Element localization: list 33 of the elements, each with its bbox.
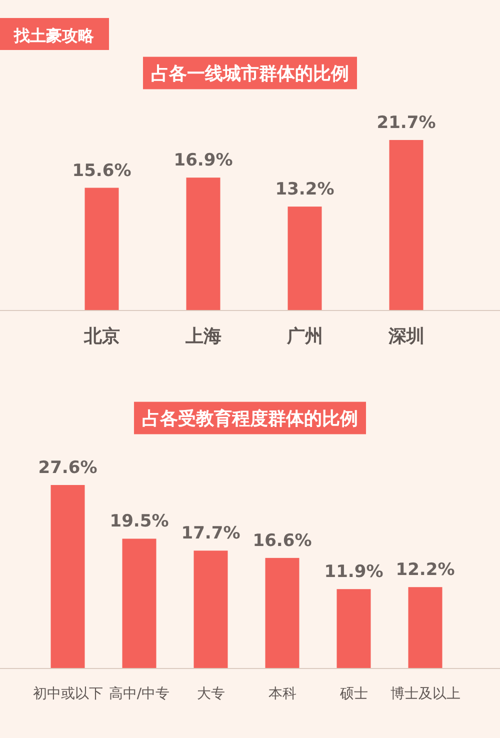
x-tick-label: 北京: [82, 326, 120, 347]
x-tick-label: 本科: [268, 686, 296, 702]
text: 找土豪攻略: [13, 26, 95, 45]
x-tick-label: 大专: [196, 686, 225, 702]
bar: [186, 178, 220, 310]
x-tick-label: 博士及以上: [390, 686, 460, 702]
bar: [194, 550, 228, 668]
chart-title: 占各一线城市群体的比例: [151, 63, 349, 84]
x-tick-label: 初中或以下: [32, 686, 103, 702]
data-label: 16.9%: [174, 150, 233, 171]
data-label: 12.2%: [396, 560, 455, 580]
x-tick-label: 深圳: [387, 326, 424, 347]
data-label: 27.6%: [38, 458, 98, 478]
x-tick-label: 上海: [184, 326, 222, 347]
data-label: 16.6%: [252, 530, 312, 551]
data-label: 19.5%: [110, 512, 169, 532]
bar: [50, 485, 85, 668]
bar: [84, 188, 119, 310]
bar: [336, 589, 371, 668]
x-tick-label: 高中/中专: [108, 686, 170, 702]
data-label: 21.7%: [376, 113, 436, 133]
data-label: 13.2%: [275, 180, 334, 200]
bar: [389, 140, 424, 310]
bar: [265, 558, 300, 668]
data-label: 17.7%: [181, 524, 240, 544]
bar: [408, 587, 442, 668]
chart-title: 占各受教育程度群体的比例: [142, 407, 358, 430]
x-tick-label: 硕士: [338, 686, 368, 702]
bar: [122, 538, 156, 668]
bar: [288, 206, 322, 310]
data-label: 11.9%: [324, 562, 384, 582]
data-label: 15.6%: [72, 160, 132, 181]
x-tick-label: 广州: [286, 326, 323, 347]
